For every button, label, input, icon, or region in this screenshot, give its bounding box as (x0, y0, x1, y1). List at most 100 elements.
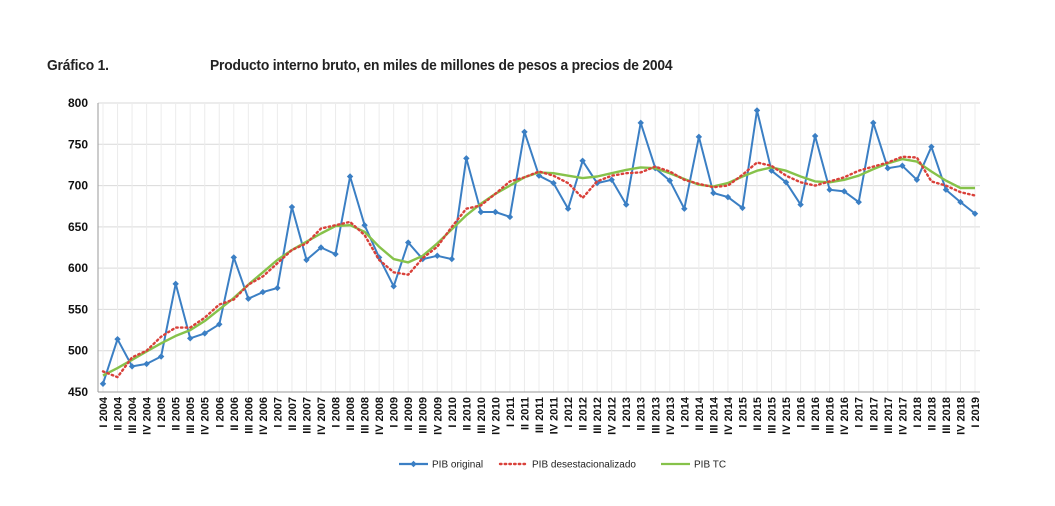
legend-marker (410, 460, 417, 468)
x-tick-label: IV 2018 (955, 397, 967, 435)
y-tick-label: 500 (68, 344, 88, 358)
x-tick-label: II 2011 (519, 397, 531, 430)
x-tick-label: III 2011 (534, 397, 546, 433)
data-point (768, 167, 775, 174)
y-tick-label: 450 (68, 385, 88, 399)
x-tick-label: III 2016 (825, 397, 837, 434)
x-tick-label: III 2017 (883, 397, 895, 434)
data-point (724, 193, 732, 201)
x-tick-label: IV 2015 (781, 397, 793, 435)
x-tick-label: I 2011 (505, 397, 517, 427)
data-point (710, 189, 717, 197)
x-tick-label: I 2010 (447, 397, 459, 428)
x-tick-label: III 2005 (185, 397, 197, 434)
y-tick-label: 700 (68, 179, 88, 193)
chart-legend: PIB original PIB desestacionalizado PIB TC (399, 460, 726, 471)
data-point (579, 157, 586, 164)
x-tick-label: II 2016 (810, 397, 822, 431)
x-tick-label: II 2008 (345, 397, 357, 431)
legend-label-2: PIB TC (694, 460, 726, 471)
y-tick-label: 550 (68, 302, 88, 316)
data-point (666, 177, 673, 184)
x-tick-label: IV 2011 (549, 397, 561, 434)
data-point (245, 295, 252, 302)
data-point (681, 205, 688, 212)
data-point (172, 280, 179, 288)
x-tick-label: IV 2008 (374, 397, 386, 435)
data-point (564, 205, 572, 212)
x-tick-label: III 2014 (708, 396, 720, 434)
data-point (826, 186, 833, 193)
data-point (739, 204, 746, 212)
data-point (884, 165, 891, 172)
data-point (913, 176, 921, 183)
x-tick-label: IV 2005 (200, 397, 212, 435)
data-point (782, 179, 790, 186)
x-tick-label: III 2012 (592, 397, 604, 434)
x-tick-label: IV 2016 (839, 397, 851, 435)
data-point (870, 119, 877, 127)
x-tick-label: III 2008 (360, 397, 372, 434)
x-tick-label: II 2013 (636, 397, 648, 431)
data-point (753, 107, 761, 114)
data-point (608, 176, 615, 183)
y-tick-label: 800 (68, 96, 88, 110)
data-point (492, 208, 499, 216)
x-tick-label: III 2006 (243, 397, 255, 434)
x-tick-label: I 2008 (331, 397, 343, 428)
data-point (971, 210, 979, 217)
x-tick-label: IV 2006 (258, 397, 270, 435)
x-tick-label: II 2006 (229, 397, 241, 431)
data-point (259, 288, 267, 296)
data-point (506, 213, 514, 221)
x-tick-label: II 2007 (287, 397, 299, 431)
x-tick-label: IV 2010 (490, 397, 502, 435)
x-tick-label: III 2013 (650, 397, 662, 434)
y-tick-label: 750 (68, 137, 88, 151)
x-tick-label: II 2005 (171, 397, 183, 431)
x-tick-label: I 2017 (854, 397, 866, 428)
data-point (317, 244, 325, 251)
x-tick-label: I 2019 (970, 397, 982, 428)
x-tick-label: II 2012 (578, 397, 590, 431)
x-tick-label: I 2006 (214, 397, 226, 428)
x-tick-label: IV 2012 (607, 397, 619, 435)
y-tick-label: 650 (68, 220, 88, 234)
x-tick-label: IV 2017 (897, 397, 909, 435)
data-point (928, 143, 935, 150)
x-tick-label: I 2007 (272, 397, 284, 428)
x-tick-label: IV 2004 (142, 396, 154, 435)
data-point (637, 119, 644, 127)
data-point (434, 252, 441, 259)
x-tick-label: I 2009 (389, 397, 401, 428)
x-tick-label: IV 2013 (665, 397, 677, 435)
x-tick-label: III 2009 (418, 397, 430, 434)
x-tick-label: IV 2007 (316, 397, 328, 435)
series-line-1 (101, 155, 977, 379)
x-tick-label: I 2013 (621, 397, 633, 428)
x-tick-label: II 2014 (694, 396, 706, 431)
data-point (477, 208, 485, 216)
data-point (216, 321, 223, 328)
legend-label-1: PIB desestacionalizado (532, 460, 636, 471)
x-tick-label: I 2016 (796, 397, 808, 428)
data-point (550, 179, 557, 187)
data-point (288, 203, 296, 211)
data-point (390, 283, 397, 290)
x-tick-label: IV 2009 (432, 397, 444, 435)
x-tick-label: II 2004 (113, 396, 125, 431)
data-point (957, 198, 964, 206)
data-point (463, 155, 470, 162)
data-point (114, 335, 121, 343)
data-point (157, 353, 165, 360)
x-tick-label: II 2010 (461, 397, 473, 431)
x-tick-label: III 2018 (941, 397, 953, 434)
data-point (332, 250, 339, 258)
data-point (99, 380, 107, 387)
x-tick-label: II 2009 (403, 397, 415, 431)
x-tick-label: III 2004 (127, 396, 139, 434)
data-point (274, 284, 281, 292)
x-tick-label: I 2004 (98, 396, 110, 427)
data-point (811, 132, 819, 140)
chart-title: Producto interno bruto, en miles de mill… (210, 57, 673, 74)
